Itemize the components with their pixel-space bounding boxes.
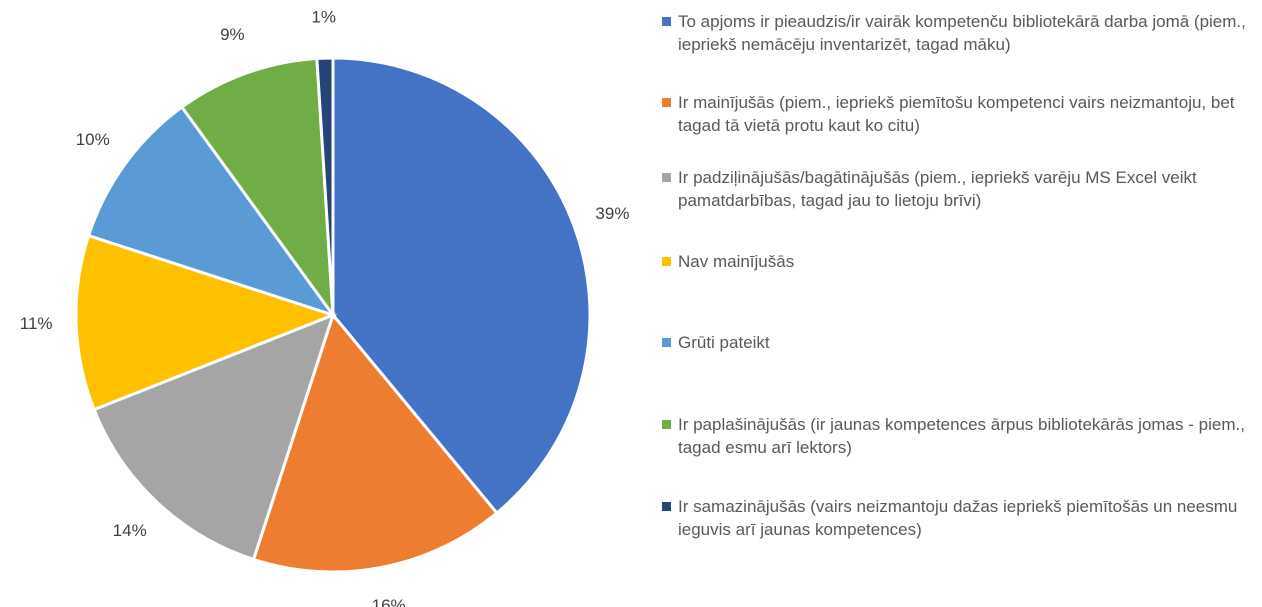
pie-slice [74,233,338,412]
data-label: 11% [20,314,53,333]
pie-slice [315,56,335,316]
legend-label: Ir paplašinājušās (ir jaunas kompetences… [678,415,1245,457]
legend-label: Ir samazinājušās (vairs neizmantoju daža… [678,497,1238,539]
chart: 39% 16% 14% 11% 10% 9% 1% [20,8,630,607]
data-label: 10% [76,130,110,149]
data-label: 14% [113,521,147,540]
legend-swatch [662,420,671,429]
legend-entry: Ir paplašinājušās (ir jaunas kompetences… [660,413,1260,459]
pie-slice [86,104,337,318]
legend-entry: To apjoms ir pieaudzis/ir vairāk kompete… [660,10,1260,56]
data-label: 9% [220,25,245,44]
legend-swatch [662,502,671,511]
legend-entry: Ir samazinājušās (vairs neizmantoju daža… [660,495,1260,541]
legend-swatch [662,338,671,347]
legend-label: Grūti pateikt [678,333,770,352]
legend-entry: Nav mainījušās [660,250,1260,273]
data-label: 1% [311,8,336,27]
pie-slice [92,312,336,562]
legend-swatch [662,98,671,107]
legend-label: Ir padziļinājušās/bagātinājušās (piem., … [678,168,1197,210]
legend-swatch [662,17,671,26]
legend-entry: Grūti pateikt [660,331,1260,354]
pie-slice [179,56,335,321]
data-label: 39% [595,204,629,223]
legend-label: To apjoms ir pieaudzis/ir vairāk kompete… [678,12,1246,54]
pie-slice [331,56,592,516]
data-label: 16% [372,596,406,607]
legend-swatch [662,173,671,182]
legend-label: Ir mainījušās (piem., iepriekš piemītošu… [678,93,1235,135]
legend-swatch [662,257,671,266]
legend-entry: Ir mainījušās (piem., iepriekš piemītošu… [660,91,1260,137]
legend-entry: Ir padziļinājušās/bagātinājušās (piem., … [660,166,1260,212]
pie-slice [251,311,499,574]
legend-label: Nav mainījušās [678,252,795,271]
